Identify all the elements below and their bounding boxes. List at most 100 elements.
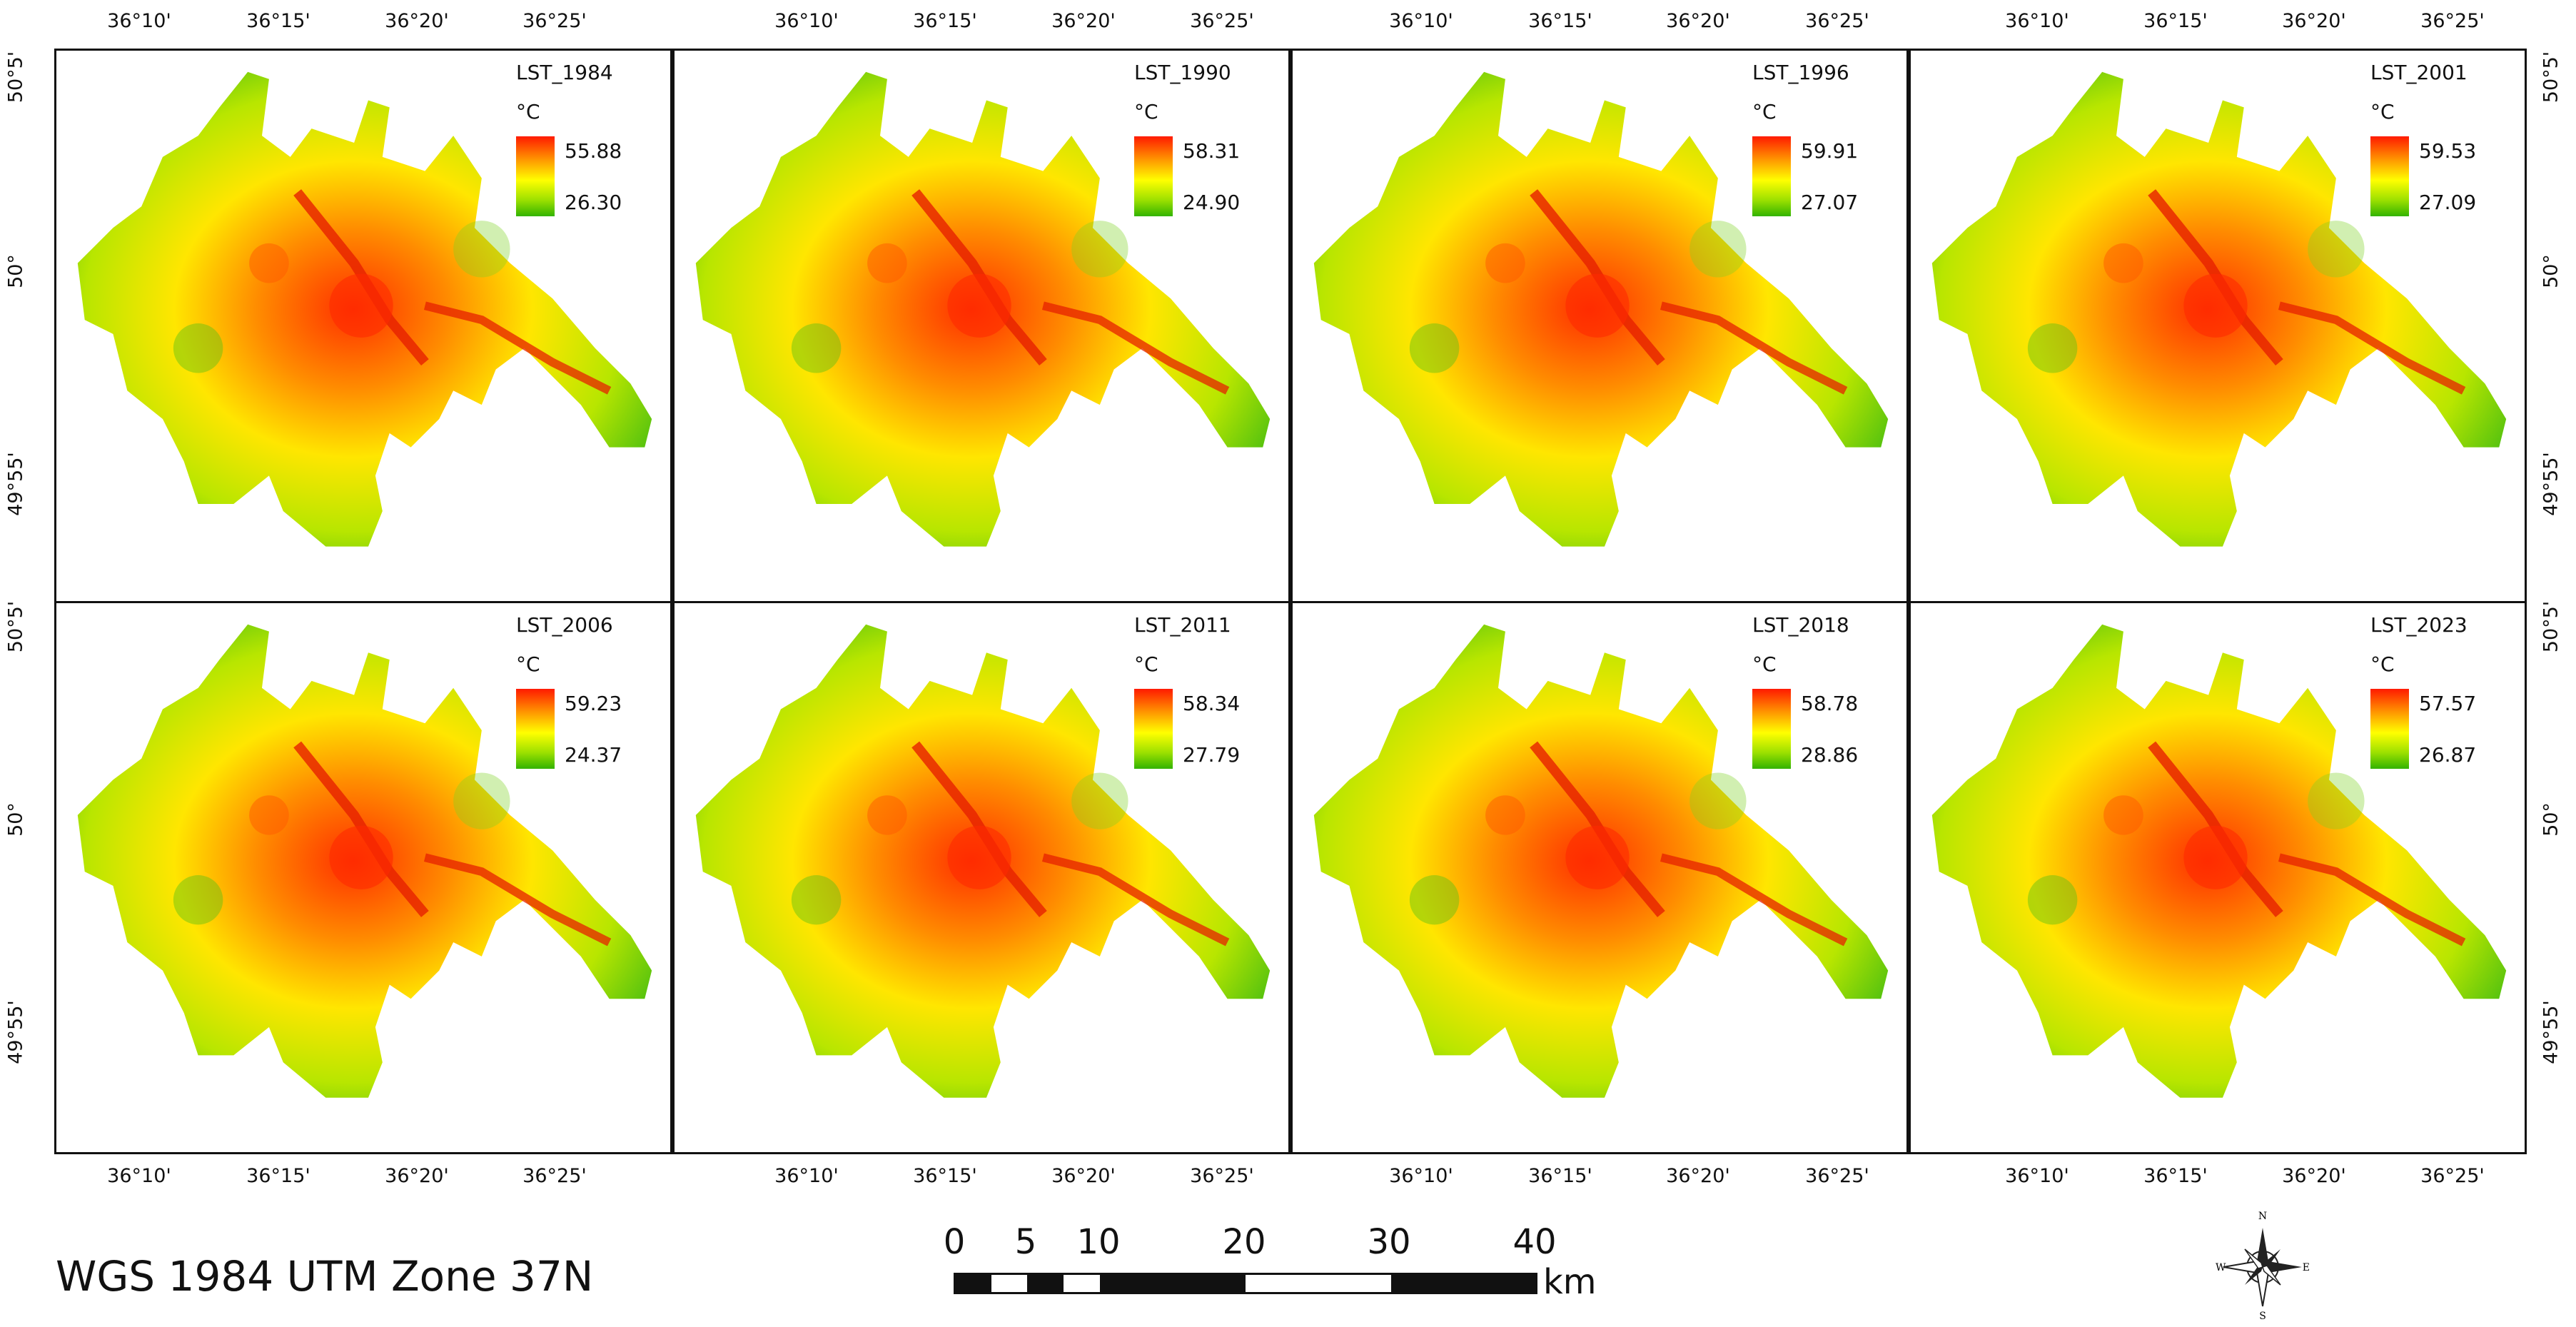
color-ramp (1752, 136, 1791, 216)
legend-title: LST_2023 (2370, 613, 2468, 637)
lat-label: 50°5' (4, 51, 27, 104)
legend-max: 59.53 (2419, 139, 2477, 163)
lon-label: 36°10' (1389, 1165, 1453, 1187)
color-ramp (2370, 689, 2409, 769)
legend-min: 24.37 (565, 743, 622, 767)
compass-n: N (2258, 1211, 2267, 1222)
map-panel-2023: LST_2023 °C 57.57 26.87 (1909, 601, 2527, 1154)
scale-tick-label: 30 (1367, 1222, 1411, 1262)
legend: LST_2006 °C 59.23 24.37 (516, 613, 652, 769)
lon-label: 36°15' (2143, 1165, 2208, 1187)
map-panel-1984: LST_1984 °C 55.88 26.30 (54, 49, 672, 603)
scale-tick-label: 40 (1512, 1222, 1557, 1262)
legend-max: 55.88 (565, 139, 622, 163)
lon-label: 36°20' (385, 1165, 449, 1187)
legend-unit: °C (1134, 652, 1158, 676)
color-ramp (516, 136, 555, 216)
lat-label: 49°55' (2540, 452, 2562, 516)
lon-label: 36°20' (1051, 10, 1116, 32)
legend-max: 58.34 (1183, 692, 1241, 715)
map-panel-2011: LST_2011 °C 58.34 27.79 (672, 601, 1290, 1154)
legend: LST_1990 °C 58.31 24.90 (1134, 61, 1270, 216)
lon-label: 36°15' (246, 1165, 310, 1187)
lat-label: 49°55' (4, 1000, 27, 1064)
legend-unit: °C (1752, 652, 1777, 676)
legend-max: 59.91 (1801, 139, 1859, 163)
legend-min: 26.30 (565, 191, 622, 214)
legend-unit: °C (1134, 100, 1158, 123)
lat-label: 49°55' (2540, 1000, 2562, 1064)
scale-segment (1064, 1275, 1100, 1292)
legend: LST_2001 °C 59.53 27.09 (2370, 61, 2506, 216)
lat-label: 50°5' (2540, 600, 2562, 653)
legend-min: 28.86 (1801, 743, 1859, 767)
lon-label: 36°15' (246, 10, 310, 32)
legend-min: 27.09 (2419, 191, 2477, 214)
lon-label: 36°10' (107, 10, 171, 32)
lon-label: 36°15' (1528, 10, 1592, 32)
scale-segment (956, 1275, 991, 1292)
north-arrow-compass-rose-icon: N S E W (2216, 1211, 2310, 1321)
legend-title: LST_1984 (516, 61, 613, 84)
legend-max: 59.23 (565, 692, 622, 715)
color-ramp (1134, 689, 1173, 769)
legend: LST_1996 °C 59.91 27.07 (1752, 61, 1888, 216)
lon-label: 36°15' (913, 10, 977, 32)
legend-title: LST_2006 (516, 613, 613, 637)
scale-tick-label: 0 (943, 1222, 966, 1262)
legend-title: LST_2001 (2370, 61, 2468, 84)
map-panel-1990: LST_1990 °C 58.31 24.90 (672, 49, 1290, 603)
map-panel-2006: LST_2006 °C 59.23 24.37 (54, 601, 672, 1154)
legend-title: LST_1990 (1134, 61, 1231, 84)
lon-label: 36°20' (1666, 1165, 1730, 1187)
legend-max: 57.57 (2419, 692, 2477, 715)
lon-label: 36°10' (107, 1165, 171, 1187)
lon-label: 36°10' (2005, 1165, 2069, 1187)
legend: LST_2011 °C 58.34 27.79 (1134, 613, 1270, 769)
lon-label: 36°25' (2420, 1165, 2485, 1187)
map-panel-2018: LST_2018 °C 58.78 28.86 (1290, 601, 1909, 1154)
lon-label: 36°25' (1805, 10, 1869, 32)
scale-segment (1027, 1275, 1064, 1292)
scale-tick-label: 10 (1076, 1222, 1121, 1262)
lon-label: 36°25' (1805, 1165, 1869, 1187)
lat-label: 50° (4, 802, 27, 837)
legend-unit: °C (1752, 100, 1777, 123)
lon-label: 36°25' (1190, 1165, 1254, 1187)
legend: LST_1984 °C 55.88 26.30 (516, 61, 652, 216)
color-ramp (516, 689, 555, 769)
legend-min: 27.07 (1801, 191, 1859, 214)
lat-label: 50° (2540, 802, 2562, 837)
legend-min: 27.79 (1183, 743, 1241, 767)
scale-tick-label: 5 (1014, 1222, 1037, 1262)
legend-unit: °C (516, 652, 540, 676)
scale-segment (1391, 1275, 1535, 1292)
lon-label: 36°10' (2005, 10, 2069, 32)
compass-s: S (2259, 1311, 2266, 1321)
compass-w: W (2216, 1262, 2226, 1273)
lat-label: 50° (4, 254, 27, 288)
color-ramp (2370, 136, 2409, 216)
legend-min: 26.87 (2419, 743, 2477, 767)
lon-label: 36°20' (1051, 1165, 1116, 1187)
lat-label: 50°5' (2540, 51, 2562, 104)
lon-label: 36°20' (2282, 1165, 2346, 1187)
lon-label: 36°15' (1528, 1165, 1592, 1187)
lat-label: 50° (2540, 254, 2562, 288)
map-panel-1996: LST_1996 °C 59.91 27.07 (1290, 49, 1909, 603)
legend-unit: °C (2370, 100, 2395, 123)
scale-segment (1246, 1275, 1391, 1292)
lon-label: 36°20' (2282, 10, 2346, 32)
legend-max: 58.78 (1801, 692, 1859, 715)
map-panel-2001: LST_2001 °C 59.53 27.09 (1909, 49, 2527, 603)
legend-unit: °C (2370, 652, 2395, 676)
lon-label: 36°25' (522, 1165, 587, 1187)
legend-max: 58.31 (1183, 139, 1241, 163)
legend-title: LST_1996 (1752, 61, 1849, 84)
legend: LST_2018 °C 58.78 28.86 (1752, 613, 1888, 769)
crs-label: WGS 1984 UTM Zone 37N (56, 1252, 594, 1301)
scale-segment (1100, 1275, 1246, 1292)
lon-label: 36°20' (1666, 10, 1730, 32)
legend-title: LST_2018 (1752, 613, 1849, 637)
scale-tick-label: 20 (1222, 1222, 1266, 1262)
